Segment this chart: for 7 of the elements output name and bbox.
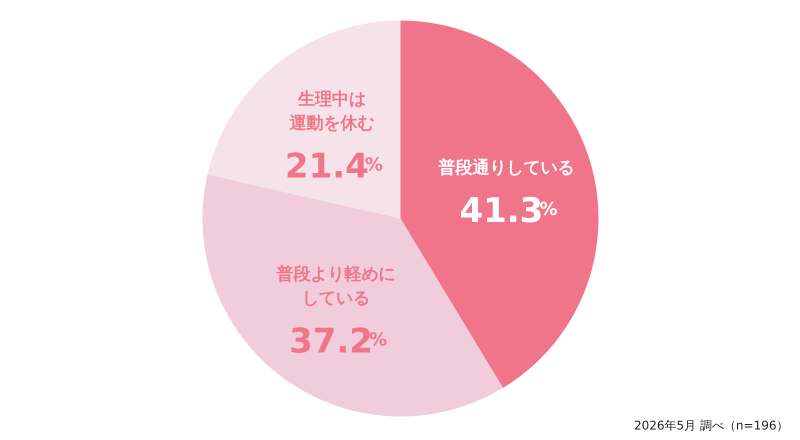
slice-label: 普段通りしている xyxy=(437,156,574,178)
data-label: 21.4% xyxy=(284,146,383,186)
data-label: 41.3% xyxy=(459,190,558,231)
text: 2026年5月 調べ（n=196） xyxy=(634,418,789,432)
slice-label: 生理中は運動を休む xyxy=(288,89,374,134)
slice-label: 普段より軽めにしている xyxy=(276,264,396,309)
data-label: 37.2% xyxy=(289,322,388,362)
